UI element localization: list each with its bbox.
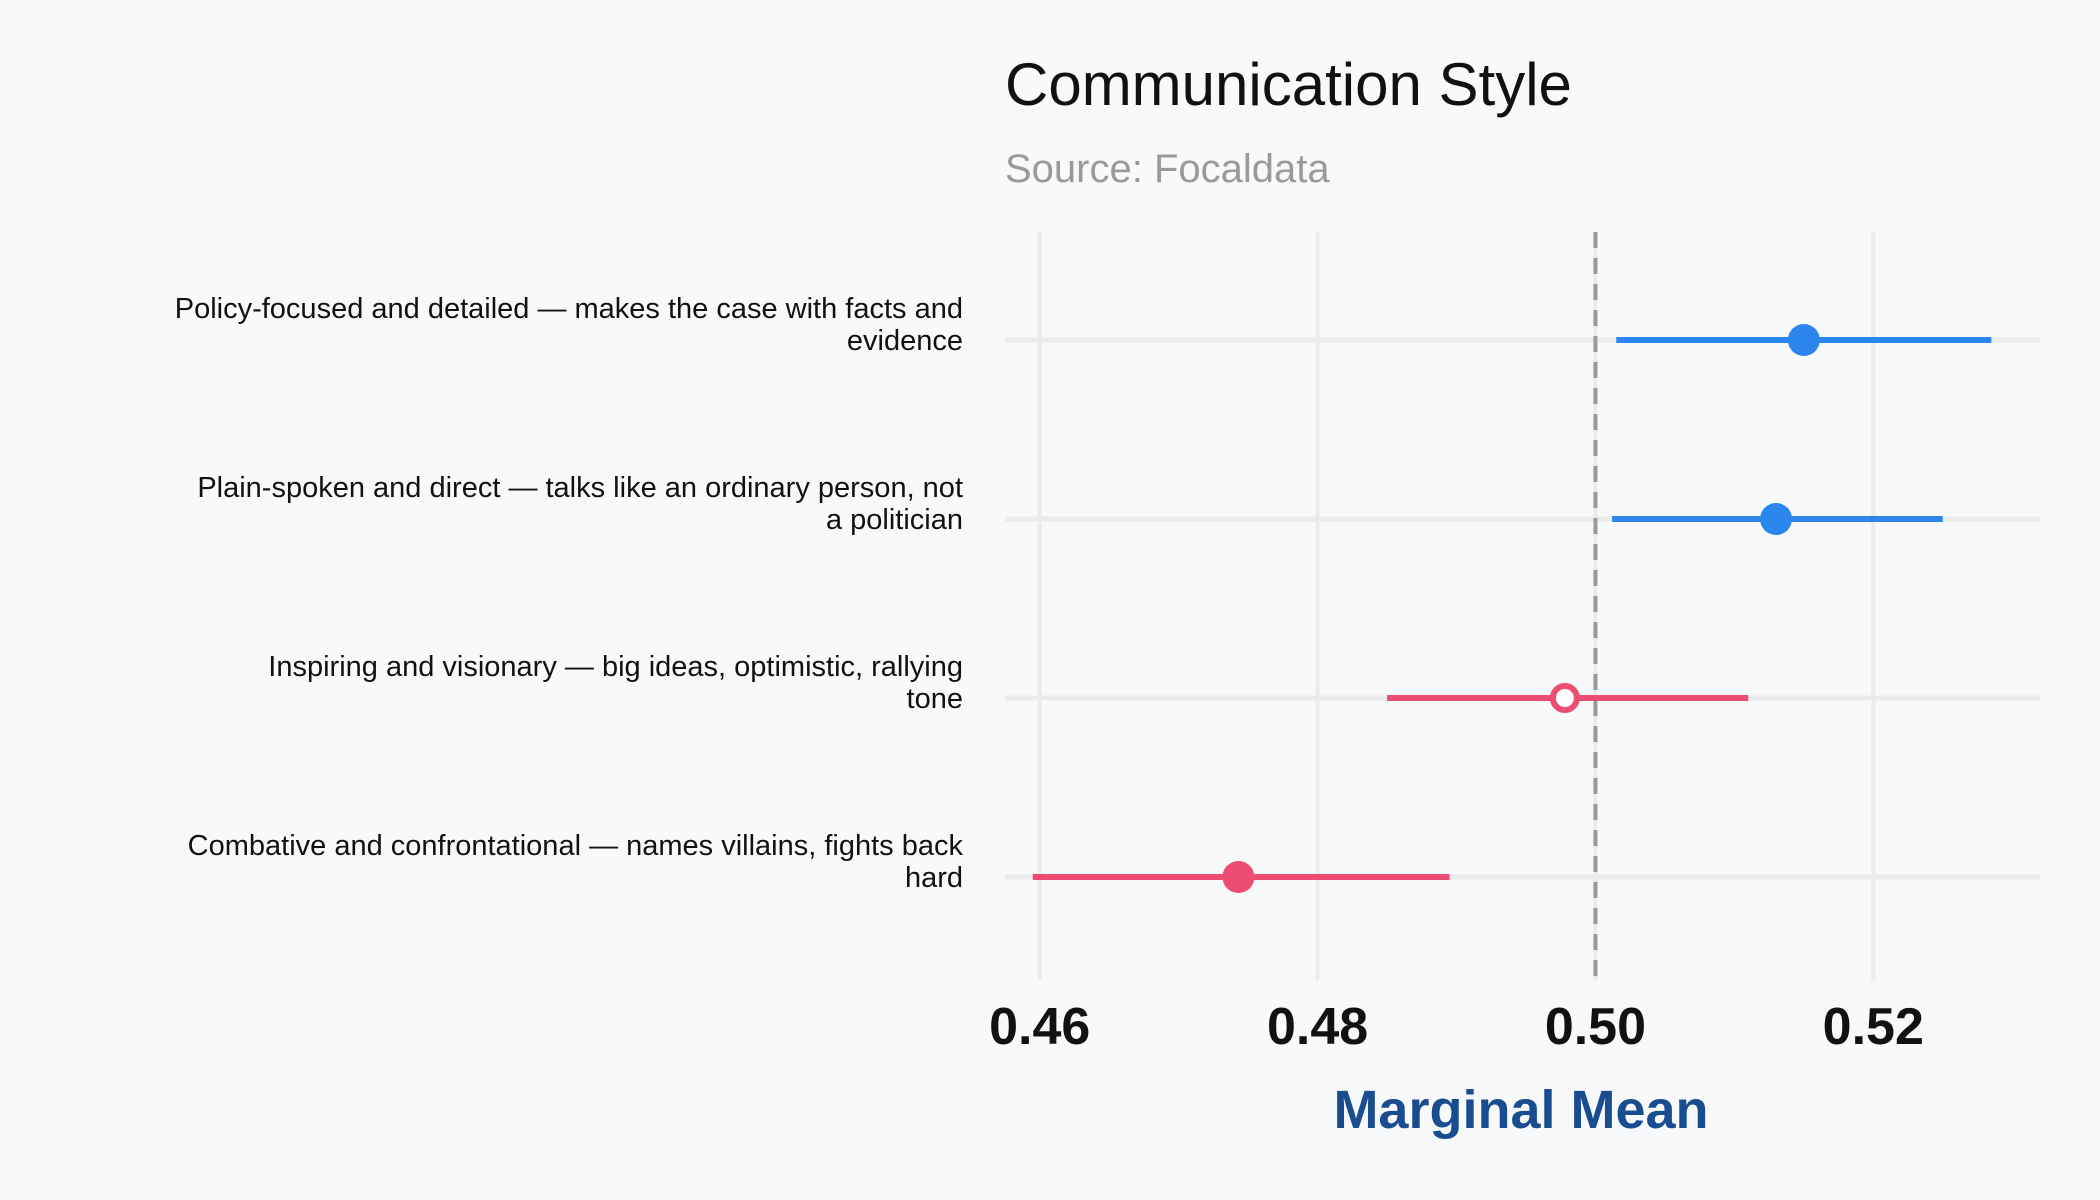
estimate-point-0 <box>1787 324 1820 356</box>
category-labels: Policy-focused and detailed — makes the … <box>175 293 964 894</box>
gridlines <box>1037 232 1876 980</box>
x-tick-labels: 0.46 0.48 0.50 0.52 <box>989 998 1924 1056</box>
category-label-line: a politician <box>826 504 963 536</box>
estimate-point-1 <box>1760 503 1793 535</box>
estimate-point-3 <box>1222 861 1255 893</box>
category-label-2: Inspiring and visionary — big ideas, opt… <box>268 651 963 715</box>
category-label-line: Plain-spoken and direct — talks like an … <box>197 472 963 504</box>
category-label-1: Plain-spoken and direct — talks like an … <box>197 472 963 536</box>
x-tick-label-2: 0.50 <box>1545 998 1646 1056</box>
x-tick-label-0: 0.46 <box>989 998 1090 1056</box>
category-label-line: Policy-focused and detailed — makes the … <box>175 293 963 325</box>
x-axis-title: Marginal Mean <box>1333 1080 1708 1140</box>
x-tick-label-3: 0.52 <box>1823 998 1924 1056</box>
category-label-line: hard <box>905 862 963 894</box>
data-marks <box>1032 324 1992 893</box>
category-label-line: Inspiring and visionary — big ideas, opt… <box>268 651 963 683</box>
chart-subtitle: Source: Focaldata <box>1005 147 1330 191</box>
category-label-line: tone <box>907 683 963 715</box>
category-label-line: Combative and confrontational — names vi… <box>188 830 964 862</box>
category-label-0: Policy-focused and detailed — makes the … <box>175 293 963 357</box>
category-label-line: evidence <box>847 325 963 357</box>
x-tick-label-1: 0.48 <box>1267 998 1368 1056</box>
chart-title: Communication Style <box>1005 51 1572 118</box>
category-label-3: Combative and confrontational — names vi… <box>188 830 964 894</box>
estimate-point-2 <box>1549 683 1580 713</box>
row-guides <box>1005 337 2040 880</box>
